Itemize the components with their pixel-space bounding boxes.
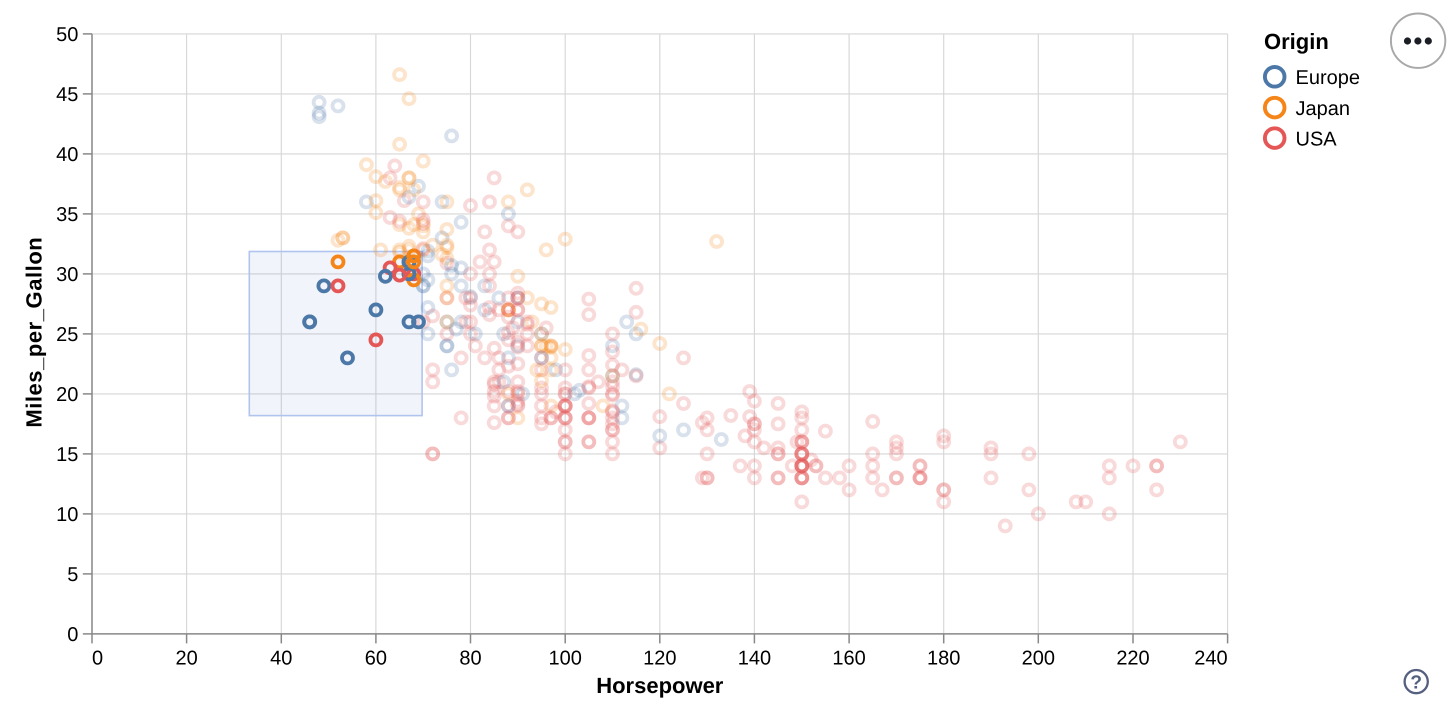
svg-text:?: ? [1410,673,1422,694]
svg-text:60: 60 [365,648,387,670]
svg-text:25: 25 [56,324,78,346]
svg-text:180: 180 [927,648,960,670]
svg-text:Horsepower: Horsepower [596,673,724,698]
svg-text:100: 100 [549,648,582,670]
svg-text:15: 15 [56,444,78,466]
svg-text:35: 35 [56,204,78,226]
svg-text:160: 160 [832,648,865,670]
svg-text:20: 20 [56,384,78,406]
svg-text:5: 5 [67,564,78,586]
svg-text:220: 220 [1116,648,1149,670]
svg-text:80: 80 [459,648,481,670]
svg-text:Origin: Origin [1264,29,1329,54]
svg-text:40: 40 [56,144,78,166]
svg-text:10: 10 [56,504,78,526]
svg-text:30: 30 [56,264,78,286]
svg-text:40: 40 [270,648,292,670]
svg-text:Miles_per_Gallon: Miles_per_Gallon [22,237,47,428]
svg-text:Japan: Japan [1296,98,1351,120]
svg-text:50: 50 [56,24,78,46]
svg-text:120: 120 [643,648,676,670]
svg-text:0: 0 [92,648,103,670]
svg-text:USA: USA [1296,128,1338,150]
svg-text:45: 45 [56,84,78,106]
svg-text:0: 0 [67,624,78,646]
svg-text:140: 140 [738,648,771,670]
svg-text:20: 20 [175,648,197,670]
svg-text:Europe: Europe [1296,67,1361,89]
svg-text:200: 200 [1022,648,1055,670]
svg-text:240: 240 [1194,648,1227,670]
